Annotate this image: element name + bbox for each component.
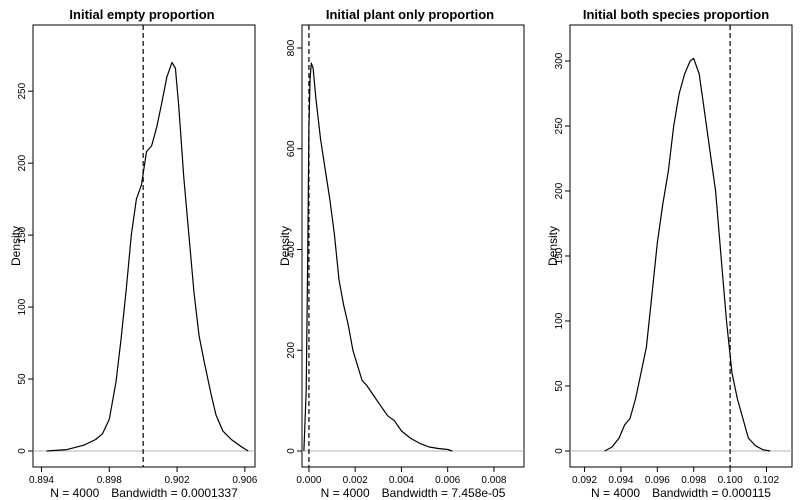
density-curve [303,62,453,452]
panel-1: Initial empty proportion Density 0 50 100 150… [9,7,258,500]
chart-title: Initial empty proportion [69,7,214,22]
x-tick-label: 0.906 [232,475,257,486]
y-tick-label: 200 [286,341,297,358]
x-tick-label: 0.006 [435,475,460,486]
y-tick-label: 250 [554,117,565,134]
density-curve [604,57,771,452]
panel-3: Initial both species proportion Density 0 5… [546,7,793,500]
sample-size-label: N = 4000 [321,486,370,500]
y-tick-label: 400 [286,241,297,258]
x-tick-label: 0.102 [754,475,779,486]
x-tick-label: 0.008 [481,475,506,486]
y-axis-label: Density [9,226,23,266]
y-tick-label: 800 [286,39,297,56]
panel-2: Initial plant only proportion Density 0 200… [278,7,525,500]
y-axis-label: Density [278,226,292,266]
y-tick-label: 0 [286,448,297,454]
x-tick-label: 0.100 [718,475,743,486]
bandwidth-label: Bandwidth = 0.000115 [652,486,771,500]
plot-frame [301,24,525,468]
x-tick-label: 0.096 [645,475,670,486]
x-tick-label: 0.094 [608,475,633,486]
x-tick-label: 0.000 [296,475,321,486]
density-curve [46,61,249,452]
subtitle: N = 4000 Bandwidth = 0.0001337 [50,486,238,500]
x-tick-label: 0.092 [572,475,597,486]
y-tick-label: 600 [286,140,297,157]
y-tick-label: 100 [554,312,565,329]
x-tick-label: 0.898 [97,475,122,486]
y-tick-label: 200 [17,154,28,171]
y-tick-label: 100 [17,298,28,315]
sample-size-label: N = 4000 [591,486,640,500]
plot-frame [569,24,793,468]
bandwidth-label: Bandwidth = 0.0001337 [111,486,238,500]
subtitle: N = 4000 Bandwidth = 7.458e-05 [321,486,506,500]
y-tick-label: 50 [554,380,565,392]
y-axis-label: Density [546,226,560,266]
plot-frame [32,24,256,468]
chart-title: Initial plant only proportion [326,7,494,22]
y-tick-label: 300 [554,52,565,69]
x-tick-label: 0.894 [29,475,54,486]
y-tick-label: 50 [17,373,28,385]
x-tick-label: 0.004 [389,475,414,486]
bandwidth-label: Bandwidth = 7.458e-05 [382,486,506,500]
x-tick-label: 0.002 [343,475,368,486]
x-tick-label: 0.098 [681,475,706,486]
y-tick-label: 0 [554,448,565,454]
y-tick-label: 200 [554,182,565,199]
y-tick-label: 0 [17,448,28,454]
x-tick-label: 0.902 [165,475,190,486]
subtitle: N = 4000 Bandwidth = 0.000115 [591,486,771,500]
sample-size-label: N = 4000 [50,486,99,500]
y-tick-label: 150 [554,247,565,264]
y-tick-label: 250 [17,82,28,99]
chart-title: Initial both species proportion [583,7,769,22]
y-tick-label: 150 [17,226,28,243]
